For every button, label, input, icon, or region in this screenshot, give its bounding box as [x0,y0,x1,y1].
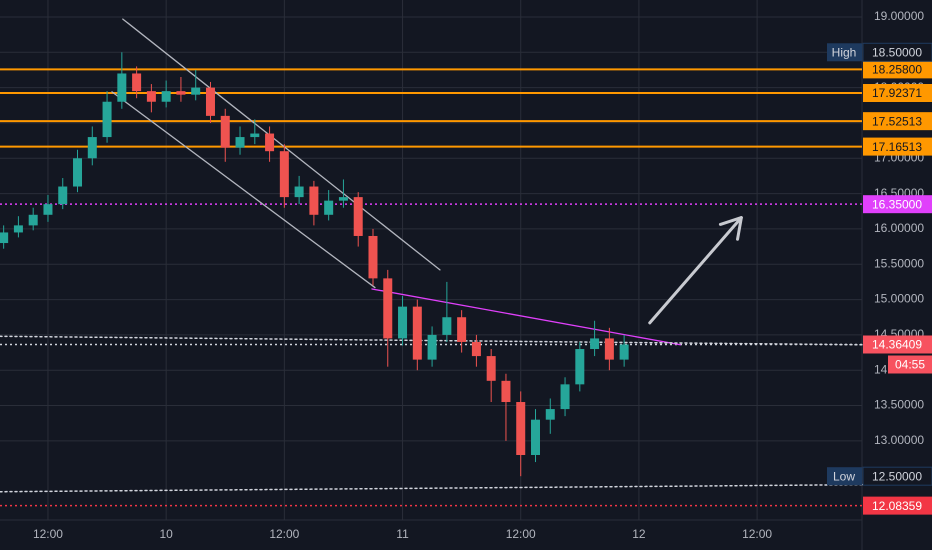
candle-body [486,356,496,381]
trend-line [122,18,441,271]
price-tag [863,195,932,214]
x-tick-label: 12:00 [506,527,536,541]
price-tag-label: 18.25800 [872,63,922,77]
price-tag [863,112,932,131]
y-tick-label: 13.50000 [874,398,924,412]
candle-body [13,225,23,233]
y-tick-label: 13.00000 [874,433,924,447]
candle-body [530,419,540,455]
candle-body [0,232,9,244]
x-tick-label: 12 [632,527,646,541]
extreme-label: 12.50000 [872,469,922,483]
candle-body [43,204,53,215]
trend-line [111,91,376,289]
candle-body [146,91,156,102]
candle-body [619,344,629,360]
y-tick-label: 16.00000 [874,221,924,235]
candle-body [132,73,142,92]
candle-body [250,133,260,138]
candle-body [191,87,201,95]
x-tick-label: 10 [159,527,173,541]
candle-body [117,73,127,102]
candle-body [412,306,422,360]
extreme-name: High [832,45,857,59]
candle-body [235,137,245,148]
countdown: 04:55 [895,358,925,372]
candle-body [427,334,437,360]
candle-body [338,197,348,201]
price-tag [863,60,932,79]
candle-body [102,101,112,138]
candle-body [501,380,511,403]
candle-body [457,317,467,342]
price-tag-label: 14.36409 [872,338,922,352]
trend-line [0,483,863,493]
x-tick-label: 12:00 [269,527,299,541]
candle-body [545,409,555,420]
price-tag-label: 17.52513 [872,114,922,128]
candle-body [353,197,363,236]
candle-body [398,306,408,339]
trend-line [371,288,681,346]
candle-body [279,151,289,198]
price-tag-label: 12.08359 [872,499,922,513]
candle-body [383,278,393,339]
arrow [648,216,743,325]
y-tick-label: 15.50000 [874,256,924,270]
candle-body [220,115,230,148]
candle-body [442,317,452,335]
countdown-tag [888,355,932,374]
price-tag-label: 17.16513 [872,140,922,154]
extreme-label: 18.50000 [872,45,922,59]
extreme-tag [862,466,932,486]
x-tick-label: 11 [396,527,409,541]
candle-body [471,341,481,357]
y-tick-label: 15.00000 [874,292,924,306]
candle-body [516,402,526,455]
price-tag-label: 16.35000 [872,197,922,211]
candle-body [28,214,38,226]
candle-body [590,338,600,350]
candle-body [294,186,304,198]
extreme-name: Low [833,469,855,483]
y-tick-label: 19.00000 [874,9,924,23]
candle-body [176,91,186,95]
candle-body [265,133,275,152]
price-tag [863,83,932,102]
candle-body [87,137,97,159]
candle-body [575,349,585,385]
x-tick-label: 12:00 [742,527,772,541]
extreme-name-tag [827,467,862,486]
price-tag-label: 17.92371 [872,86,922,100]
x-tick-label: 12:00 [33,527,63,541]
extreme-tag [862,42,932,62]
candle-body [205,87,215,116]
candle-body [309,186,319,215]
price-tag [863,335,932,354]
candle-body [58,186,68,205]
candle-body [324,200,334,215]
price-tag [863,496,932,515]
candle-body [560,384,570,410]
candle-body [161,91,171,102]
candle-body [604,338,614,360]
candle-body [73,158,83,187]
candle-body [368,235,378,279]
extreme-name-tag [827,43,862,62]
price-tag [863,137,932,156]
arrow-head [718,216,743,241]
